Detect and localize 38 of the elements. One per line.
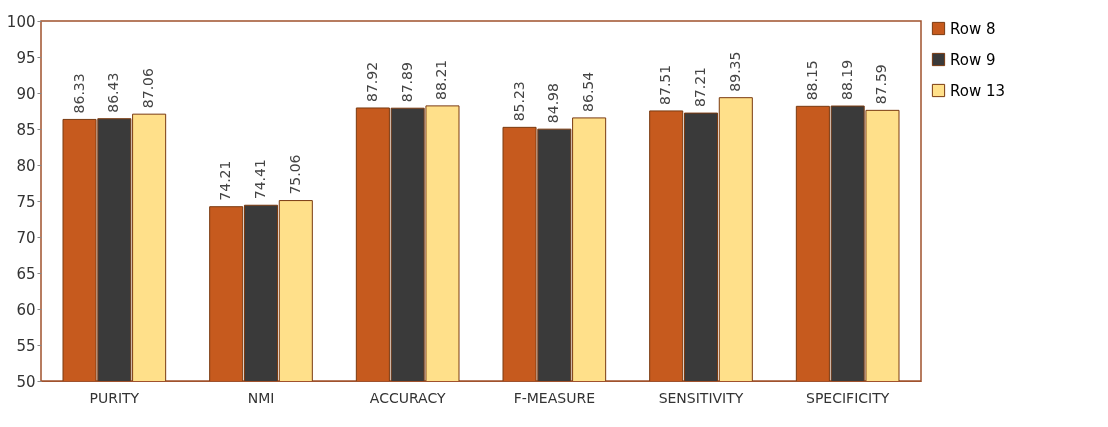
y-tick-label: 100	[6, 12, 36, 31]
data-label: 87.51	[657, 64, 674, 105]
legend-label: Row 13	[950, 81, 1006, 100]
data-label: 74.41	[252, 159, 268, 200]
y-tick-label: 85	[16, 120, 36, 139]
x-tick-label: F-MEASURE	[513, 389, 595, 406]
y-tick-label: 60	[16, 300, 36, 319]
x-tick-label: SPECIFICITY	[806, 389, 890, 406]
y-tick-label: 70	[16, 228, 36, 247]
data-label: 86.54	[580, 71, 597, 112]
legend-label: Row 8	[950, 19, 996, 38]
data-label: 88.21	[433, 59, 450, 100]
data-label: 86.33	[70, 73, 87, 114]
data-label: 85.23	[510, 81, 527, 122]
data-label: 87.21	[692, 66, 708, 108]
data-label: 87.59	[873, 64, 890, 105]
y-tick-label: 90	[16, 84, 36, 103]
y-tick-label: 50	[16, 372, 36, 391]
y-tick-label: 80	[16, 156, 36, 175]
data-label: 87.06	[140, 68, 157, 109]
x-tick-label: ACCURACY	[369, 389, 446, 406]
x-tick-label: SENSITIVITY	[658, 389, 744, 406]
data-label: 87.89	[398, 62, 415, 103]
data-label: 84.98	[545, 83, 562, 124]
legend-label: Row 9	[950, 50, 996, 69]
y-tick-label: 55	[16, 336, 36, 355]
x-tick-label: NMI	[247, 389, 275, 406]
data-label: 88.15	[803, 60, 820, 101]
y-tick-label: 95	[16, 48, 36, 67]
data-label: 75.06	[286, 154, 303, 195]
x-tick-label: PURITY	[89, 389, 140, 406]
data-label: 87.92	[363, 61, 380, 102]
y-tick-label: 65	[16, 264, 36, 283]
y-tick-label: 75	[16, 192, 36, 211]
data-label: 86.43	[105, 72, 122, 113]
data-label: 88.19	[838, 59, 855, 101]
data-label: 89.35	[726, 51, 743, 92]
data-label: 74.21	[217, 160, 234, 201]
